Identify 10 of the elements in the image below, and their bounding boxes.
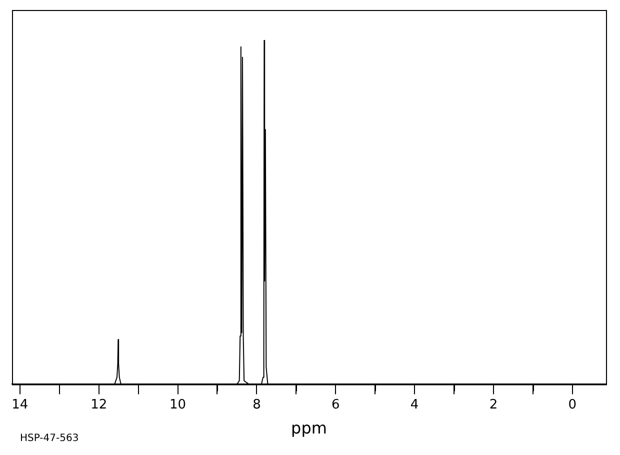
x-tick-label: 0 xyxy=(568,397,577,412)
x-tick-label: 10 xyxy=(169,397,186,412)
x-tick-label: 2 xyxy=(489,397,498,412)
x-tick-label: 6 xyxy=(332,397,340,412)
x-tick-label: 4 xyxy=(410,397,419,412)
x-tick-label: 14 xyxy=(12,397,28,412)
x-tick-label: 8 xyxy=(252,397,261,412)
x-tick-label: 12 xyxy=(90,397,108,412)
x-axis-title: ppm xyxy=(291,418,327,438)
text: HSP-47-563 xyxy=(20,433,79,444)
